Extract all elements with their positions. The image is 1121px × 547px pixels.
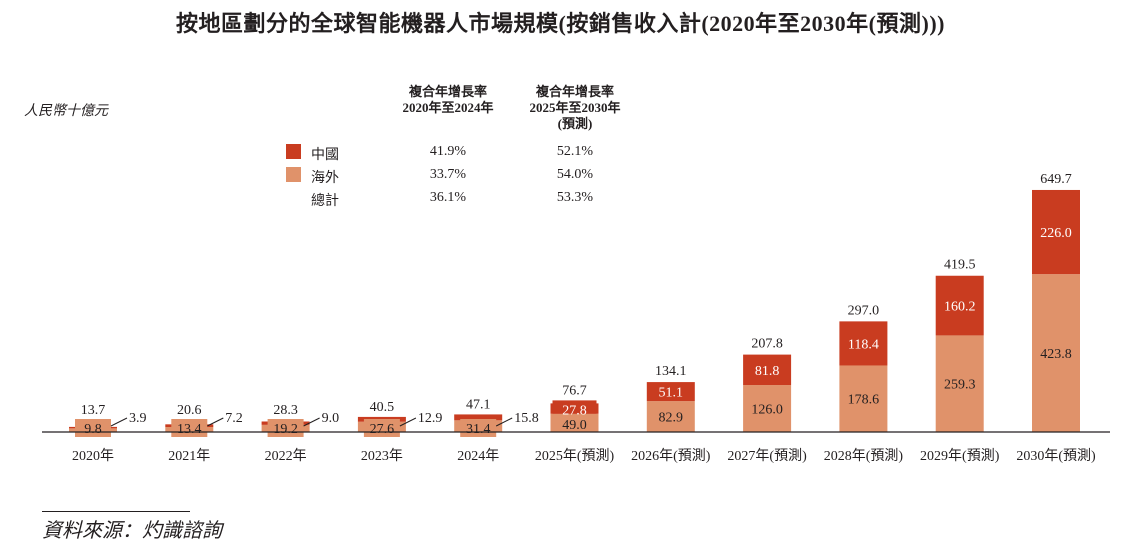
bar-china <box>454 414 503 421</box>
cagr-header-title: 複合年增長率 <box>535 84 614 99</box>
x-tick-label: 2022年 <box>265 448 307 464</box>
value-label-total: 20.6 <box>177 403 202 418</box>
value-label-overseas: 178.6 <box>848 393 880 408</box>
value-label-overseas: 82.9 <box>659 411 684 426</box>
value-label-china: 9.0 <box>322 411 340 426</box>
x-tick-label: 2030年(預測) <box>1016 448 1096 464</box>
x-tick-label: 2023年 <box>361 448 403 464</box>
value-label-china: 12.9 <box>418 411 443 426</box>
x-tick-label: 2020年 <box>72 448 114 464</box>
cagr-header-2025-2030: 複合年增長率 2025年至2030年 (預測) <box>515 84 635 132</box>
value-label-china: 160.2 <box>944 300 976 315</box>
value-label-overseas: 126.0 <box>751 403 783 418</box>
bar-china <box>743 354 792 386</box>
x-tick-label: 2029年(預測) <box>920 448 1000 464</box>
bar-overseas <box>839 365 888 432</box>
cagr-header-period: 2025年至2030年 <box>529 100 621 115</box>
value-label-china: 51.1 <box>659 386 684 401</box>
bar-overseas <box>743 385 792 432</box>
label-tag-china <box>552 400 597 414</box>
value-label-overseas: 31.4 <box>466 422 491 437</box>
cagr-overseas-2020-2024: 33.7% <box>429 167 467 182</box>
value-label-total: 134.1 <box>655 364 687 379</box>
bar-overseas <box>550 413 599 432</box>
value-label-total: 40.5 <box>370 400 395 415</box>
legend-label-china: 中國 <box>311 148 339 163</box>
bar-overseas <box>935 335 984 432</box>
value-label-china: 226.0 <box>1040 226 1072 241</box>
value-label-overseas: 49.0 <box>562 418 587 433</box>
cagr-header-title: 複合年增長率 <box>408 84 487 99</box>
value-label-total: 13.7 <box>81 403 106 418</box>
value-label-china: 15.8 <box>514 411 539 426</box>
value-label-china: 81.8 <box>755 364 780 379</box>
value-label-overseas: 423.8 <box>1040 347 1072 362</box>
cagr-header-forecast: (預測) <box>557 116 593 131</box>
x-tick-label: 2025年(預測) <box>535 448 615 464</box>
chart-title: 按地區劃分的全球智能機器人市場規模(按銷售收入計(2020年至2030年(預測)… <box>176 11 945 36</box>
value-label-total: 76.7 <box>562 383 587 398</box>
source-note: 資料來源：灼識諮詢 <box>42 520 222 542</box>
value-label-total: 28.3 <box>273 403 298 418</box>
value-label-overseas: 9.8 <box>84 422 102 437</box>
legend-label-overseas: 海外 <box>311 171 339 186</box>
cagr-china-2020-2024: 41.9% <box>429 144 467 159</box>
value-label-overseas: 13.4 <box>177 422 202 437</box>
value-label-total: 419.5 <box>944 258 976 273</box>
cagr-header-2020-2024: 複合年增長率 2020年至2024年 <box>388 84 508 116</box>
cagr-total-2020-2024: 36.1% <box>429 190 467 205</box>
x-tick-label: 2024年 <box>457 448 499 464</box>
value-label-total: 649.7 <box>1040 172 1072 187</box>
legend-label-total: 總計 <box>311 194 339 209</box>
cagr-total-2025-2030: 53.3% <box>556 190 594 205</box>
value-label-total: 47.1 <box>466 397 491 412</box>
bar-china <box>839 321 888 366</box>
source-divider <box>42 511 190 512</box>
value-label-china: 7.2 <box>225 411 243 426</box>
x-tick-label: 2021年 <box>168 448 210 464</box>
callout-line <box>207 417 224 427</box>
cagr-header-period: 2020年至2024年 <box>402 100 494 115</box>
value-label-china: 3.9 <box>129 411 147 426</box>
bar-overseas <box>646 401 695 432</box>
bar-china <box>646 382 695 402</box>
value-label-china: 118.4 <box>848 337 879 352</box>
callout-line <box>110 417 128 427</box>
value-label-overseas: 19.2 <box>273 422 298 437</box>
callout-line <box>303 417 320 427</box>
legend-swatch-overseas <box>286 167 301 182</box>
callout-line <box>399 417 417 427</box>
value-label-overseas: 27.6 <box>370 422 395 437</box>
value-label-china: 27.8 <box>562 403 587 418</box>
bar-china <box>1032 189 1080 275</box>
value-label-total: 297.0 <box>848 303 880 318</box>
x-tick-label: 2028年(預測) <box>824 448 904 464</box>
cagr-china-2025-2030: 52.1% <box>556 144 594 159</box>
x-tick-label: 2027年(預測) <box>727 448 807 464</box>
callout-line <box>495 417 513 427</box>
y-axis-unit-label: 人民幣十億元 <box>24 104 108 119</box>
bar-overseas <box>1032 274 1080 432</box>
bar-china <box>935 275 984 336</box>
legend-swatch-china <box>286 144 301 159</box>
x-tick-label: 2026年(預測) <box>631 448 711 464</box>
cagr-overseas-2025-2030: 54.0% <box>556 167 594 182</box>
value-label-total: 207.8 <box>751 337 783 352</box>
value-label-overseas: 259.3 <box>944 378 976 393</box>
